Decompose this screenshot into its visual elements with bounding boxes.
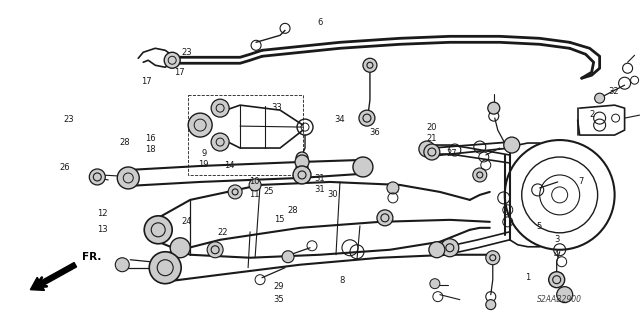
Circle shape xyxy=(441,239,459,257)
Circle shape xyxy=(228,185,242,199)
Circle shape xyxy=(486,300,496,310)
Text: 22: 22 xyxy=(218,228,228,237)
Text: 4: 4 xyxy=(554,250,559,259)
Circle shape xyxy=(144,216,172,244)
Text: 34: 34 xyxy=(334,115,344,124)
Circle shape xyxy=(207,242,223,258)
Text: 8: 8 xyxy=(340,276,345,285)
Text: 10: 10 xyxy=(250,177,260,186)
Circle shape xyxy=(282,251,294,263)
Text: 23: 23 xyxy=(182,48,193,57)
Circle shape xyxy=(353,157,373,177)
Text: 32: 32 xyxy=(609,86,620,96)
Text: 26: 26 xyxy=(59,163,70,172)
Text: 24: 24 xyxy=(182,217,192,226)
Text: 13: 13 xyxy=(97,225,108,234)
Text: 30: 30 xyxy=(328,190,338,199)
Text: 16: 16 xyxy=(145,134,156,143)
Circle shape xyxy=(295,155,309,169)
Text: 23: 23 xyxy=(63,115,74,124)
Circle shape xyxy=(548,272,564,288)
Circle shape xyxy=(117,167,140,189)
Text: 9: 9 xyxy=(201,149,206,158)
Text: 1: 1 xyxy=(525,273,531,282)
Circle shape xyxy=(363,58,377,72)
Circle shape xyxy=(595,93,605,103)
Text: 33: 33 xyxy=(271,102,282,112)
Circle shape xyxy=(430,279,440,289)
Text: 5: 5 xyxy=(536,222,541,231)
Circle shape xyxy=(486,251,500,265)
Text: 28: 28 xyxy=(288,206,298,215)
Circle shape xyxy=(115,258,129,272)
Circle shape xyxy=(211,133,229,151)
Text: 2: 2 xyxy=(589,110,595,119)
Text: 31: 31 xyxy=(315,174,325,183)
Text: 18: 18 xyxy=(145,145,156,154)
Text: 27: 27 xyxy=(446,149,457,158)
Text: 21: 21 xyxy=(427,134,437,143)
Circle shape xyxy=(296,152,308,164)
Text: S2AAB2900: S2AAB2900 xyxy=(537,295,582,304)
Text: 31: 31 xyxy=(315,185,325,194)
Circle shape xyxy=(170,238,190,258)
Text: FR.: FR. xyxy=(83,252,102,262)
Circle shape xyxy=(419,141,435,157)
Text: 3: 3 xyxy=(554,234,559,243)
Text: 6: 6 xyxy=(317,18,323,27)
Circle shape xyxy=(387,182,399,194)
Circle shape xyxy=(473,168,487,182)
Circle shape xyxy=(293,166,311,184)
Text: 35: 35 xyxy=(273,295,284,304)
Circle shape xyxy=(377,210,393,226)
Text: 25: 25 xyxy=(264,187,274,196)
Text: 28: 28 xyxy=(119,137,130,146)
FancyArrow shape xyxy=(30,263,77,290)
Text: 36: 36 xyxy=(369,128,380,137)
Text: 17: 17 xyxy=(174,68,185,77)
Bar xyxy=(188,95,303,175)
Circle shape xyxy=(249,179,261,191)
Text: 29: 29 xyxy=(273,282,284,291)
Circle shape xyxy=(488,102,500,114)
Text: 17: 17 xyxy=(141,77,152,86)
Circle shape xyxy=(90,169,105,185)
Text: 11: 11 xyxy=(250,190,260,199)
Text: 15: 15 xyxy=(274,215,284,225)
Circle shape xyxy=(188,113,212,137)
Text: 7: 7 xyxy=(578,177,584,186)
Circle shape xyxy=(424,144,440,160)
Text: 20: 20 xyxy=(427,123,437,132)
Circle shape xyxy=(149,252,181,284)
Circle shape xyxy=(359,110,375,126)
Circle shape xyxy=(211,99,229,117)
Text: 12: 12 xyxy=(97,209,108,218)
Circle shape xyxy=(504,137,520,153)
Text: 14: 14 xyxy=(224,161,234,170)
Circle shape xyxy=(557,287,573,303)
Circle shape xyxy=(164,52,180,68)
Text: 19: 19 xyxy=(198,160,209,169)
Circle shape xyxy=(429,242,445,258)
